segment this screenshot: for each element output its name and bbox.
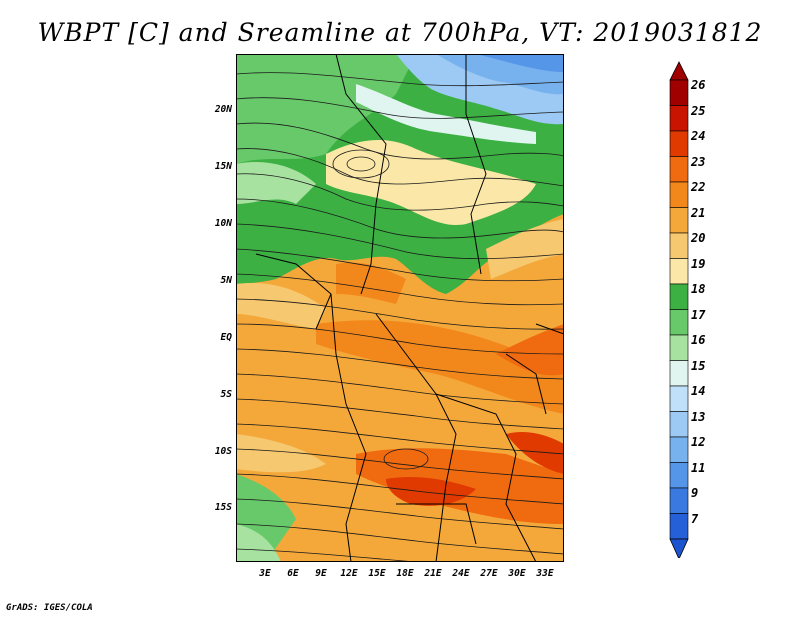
colorbar-label: 15 [691, 358, 706, 373]
colorbar-cell [669, 105, 689, 132]
colorbar-cell [669, 181, 689, 208]
colorbar-cell [669, 360, 689, 387]
lon-label-6e: 6E [287, 568, 299, 579]
wbpt-shading [236, 54, 564, 562]
colorbar-label: 11 [691, 460, 706, 475]
colorbar-cell [669, 309, 689, 336]
colorbar-label: 13 [691, 409, 706, 424]
lat-label-5s: 5S [220, 389, 232, 400]
colorbar-label: 14 [691, 384, 706, 398]
lat-label-10s: 10S [214, 446, 232, 457]
colorbar-label: 24 [691, 129, 706, 143]
colorbar-label: 9 [691, 486, 699, 500]
colorbar-label: 19 [691, 256, 706, 271]
colorbar-cell [669, 411, 689, 438]
colorbar-cell [669, 487, 689, 514]
weather-map [235, 53, 565, 563]
colorbar-cell [669, 130, 689, 157]
map-title: WBPT [C] and Sreamline at 700hPa, VT: 20… [37, 18, 763, 47]
lon-label-9e: 9E [315, 568, 327, 579]
lon-label-21e: 21E [424, 568, 442, 579]
colorbar-bottom-arrow [669, 538, 689, 558]
country-borders [255, 53, 565, 563]
colorbar-cell [669, 334, 689, 361]
colorbar-label: 23 [691, 154, 706, 169]
colorbar-cell [669, 513, 689, 540]
colorbar-cell [669, 156, 689, 183]
colorbar-cell [669, 436, 689, 463]
colorbar-cell [669, 232, 689, 259]
lon-label-15e: 15E [368, 568, 386, 579]
lon-label-3e: 3E [259, 568, 271, 579]
colorbar-label: 25 [691, 103, 706, 118]
colorbar-label: 16 [691, 333, 706, 347]
colorbar-label: 21 [691, 205, 706, 220]
colorbar-label: 7 [691, 511, 699, 526]
map-frame [236, 54, 564, 562]
credit-text: GrADS: IGES/COLA [6, 603, 93, 613]
colorbar-cell [669, 283, 689, 310]
lat-label-20n: 20N [214, 104, 232, 115]
colorbar-label: 18 [691, 282, 706, 296]
lat-label-10n: 10N [214, 218, 232, 229]
lon-label-30e: 30E [508, 568, 526, 579]
colorbar-cell [669, 385, 689, 412]
lon-label-27e: 27E [480, 568, 498, 579]
colorbar-label: 17 [691, 307, 706, 322]
map-canvas [235, 53, 565, 563]
lat-label-15s: 15S [214, 502, 232, 513]
lat-label-5n: 5N [220, 275, 232, 286]
colorbar-cell [669, 79, 689, 106]
colorbar-cell [669, 207, 689, 234]
colorbar-label: 22 [691, 180, 706, 194]
lon-label-18e: 18E [396, 568, 414, 579]
lat-label-eq: EQ [220, 332, 232, 343]
colorbar-label: 26 [691, 78, 706, 92]
lon-label-12e: 12E [340, 568, 358, 579]
lon-label-24e: 24E [452, 568, 470, 579]
lon-label-33e: 33E [536, 568, 554, 579]
colorbar-cell [669, 258, 689, 285]
colorbar-cell [669, 462, 689, 489]
streamlines [235, 72, 565, 563]
colorbar-label: 20 [691, 231, 706, 245]
lat-label-15n: 15N [214, 161, 232, 172]
colorbar [669, 61, 689, 558]
colorbar-top-arrow [669, 61, 689, 81]
colorbar-label: 12 [691, 435, 706, 449]
